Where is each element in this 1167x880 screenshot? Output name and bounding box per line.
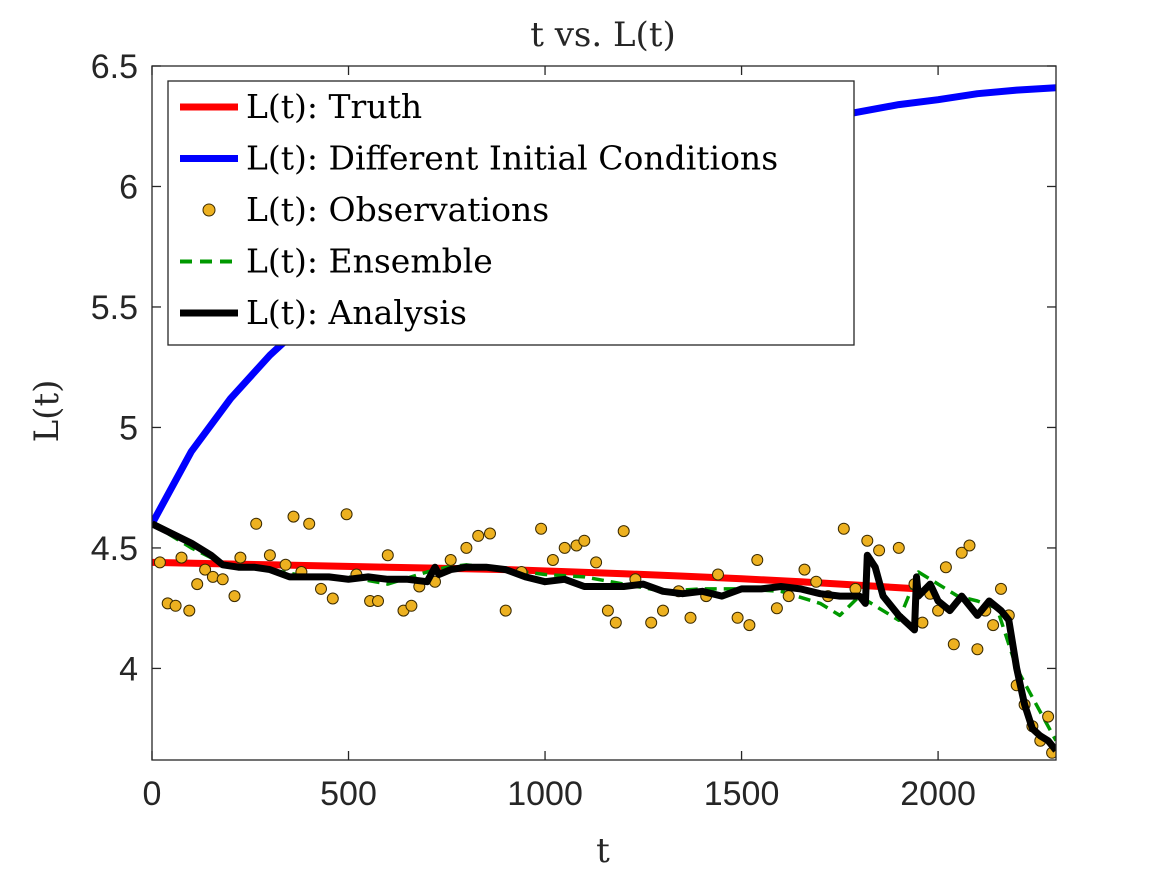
x-axis-label: t [596, 831, 610, 871]
legend-marker-2 [202, 203, 216, 217]
axes-frame [151, 65, 1057, 761]
observation-point [191, 578, 204, 591]
observation-point [731, 611, 744, 624]
observation-point [263, 549, 276, 562]
observation-point [326, 592, 339, 605]
observation-point [499, 604, 512, 617]
observation-point [1042, 710, 1055, 723]
axes: 0 500 1000 1500 2000 4 4.5 5 5.5 6 6.5 [91, 48, 1057, 813]
y-tick-label: 4.5 [91, 530, 138, 568]
observation-point [963, 539, 976, 552]
observation-point [558, 541, 571, 554]
observation-point [743, 619, 756, 632]
observation-point [460, 541, 473, 554]
observation-point [798, 563, 811, 576]
observation-point [578, 534, 591, 547]
observation-point [484, 527, 496, 540]
series-line-3 [152, 522, 1056, 742]
observation-point [947, 638, 960, 651]
observation-point [183, 604, 196, 617]
observation-point [837, 522, 850, 535]
observation-point [315, 582, 327, 595]
y-tick-label: 4 [119, 650, 138, 688]
legend-label-1: L(t): Different Initial Conditions [246, 139, 778, 178]
observation-point [609, 616, 622, 629]
observation-point [955, 546, 968, 559]
observation-point [546, 554, 559, 566]
observation-point [645, 616, 658, 629]
observation-point [199, 563, 212, 576]
observation-point [175, 551, 188, 564]
observation-point [444, 554, 457, 566]
legend-box [167, 80, 855, 346]
observation-point [472, 529, 485, 542]
observation-point [601, 604, 614, 617]
chart-title: t vs. L(t) [530, 15, 676, 55]
y-tick-label: 5 [119, 409, 138, 447]
observation-point [287, 510, 300, 523]
observation-point [751, 554, 764, 566]
observation-point [303, 517, 316, 530]
observation-point [810, 575, 823, 588]
observation-point [873, 544, 886, 557]
legend: L(t): Truth L(t): Different Initial Condi… [167, 80, 855, 346]
observation-point [381, 549, 394, 562]
legend-label-2: L(t): Observations [246, 190, 549, 229]
observation-point [234, 551, 247, 564]
observation-point [206, 570, 219, 583]
observation-point [939, 561, 952, 574]
y-tick-label: 6.5 [91, 48, 138, 86]
x-tick-label: 2000 [900, 775, 976, 813]
observation-point [916, 616, 929, 629]
x-tick-label: 1000 [507, 775, 583, 813]
observation-point [153, 556, 166, 569]
y-tick-label: 5.5 [91, 289, 138, 327]
legend-label-3: L(t): Ensemble [246, 242, 493, 281]
x-tick-label: 1500 [704, 775, 780, 813]
x-tick-label: 0 [143, 775, 162, 813]
observation-point [405, 599, 418, 612]
observation-point [617, 525, 630, 538]
observation-point [372, 595, 384, 607]
observation-point [590, 556, 603, 569]
legend-label-0: L(t): Truth [246, 87, 422, 126]
y-axis-label: L(t) [27, 380, 67, 443]
series-line-4 [152, 520, 1056, 753]
legend-label-4: L(t): Analysis [246, 293, 467, 332]
observation-point [250, 517, 263, 530]
observation-point [228, 590, 241, 603]
observation-point [861, 534, 874, 547]
observation-point [770, 602, 783, 615]
observation-point [684, 611, 697, 624]
observation-point [892, 541, 905, 554]
observation-point [995, 582, 1007, 595]
observation-point [279, 558, 292, 571]
observation-point [971, 643, 984, 656]
observation-point [657, 604, 669, 617]
observation-point [535, 522, 548, 535]
observation-point [987, 619, 1000, 632]
x-tick-label: 500 [320, 775, 377, 813]
y-tick-label: 6 [119, 168, 138, 206]
observation-point [169, 599, 182, 612]
observation-point [340, 508, 353, 521]
observation-point [712, 568, 724, 581]
observation-point [782, 590, 795, 603]
observation-point [216, 573, 229, 586]
